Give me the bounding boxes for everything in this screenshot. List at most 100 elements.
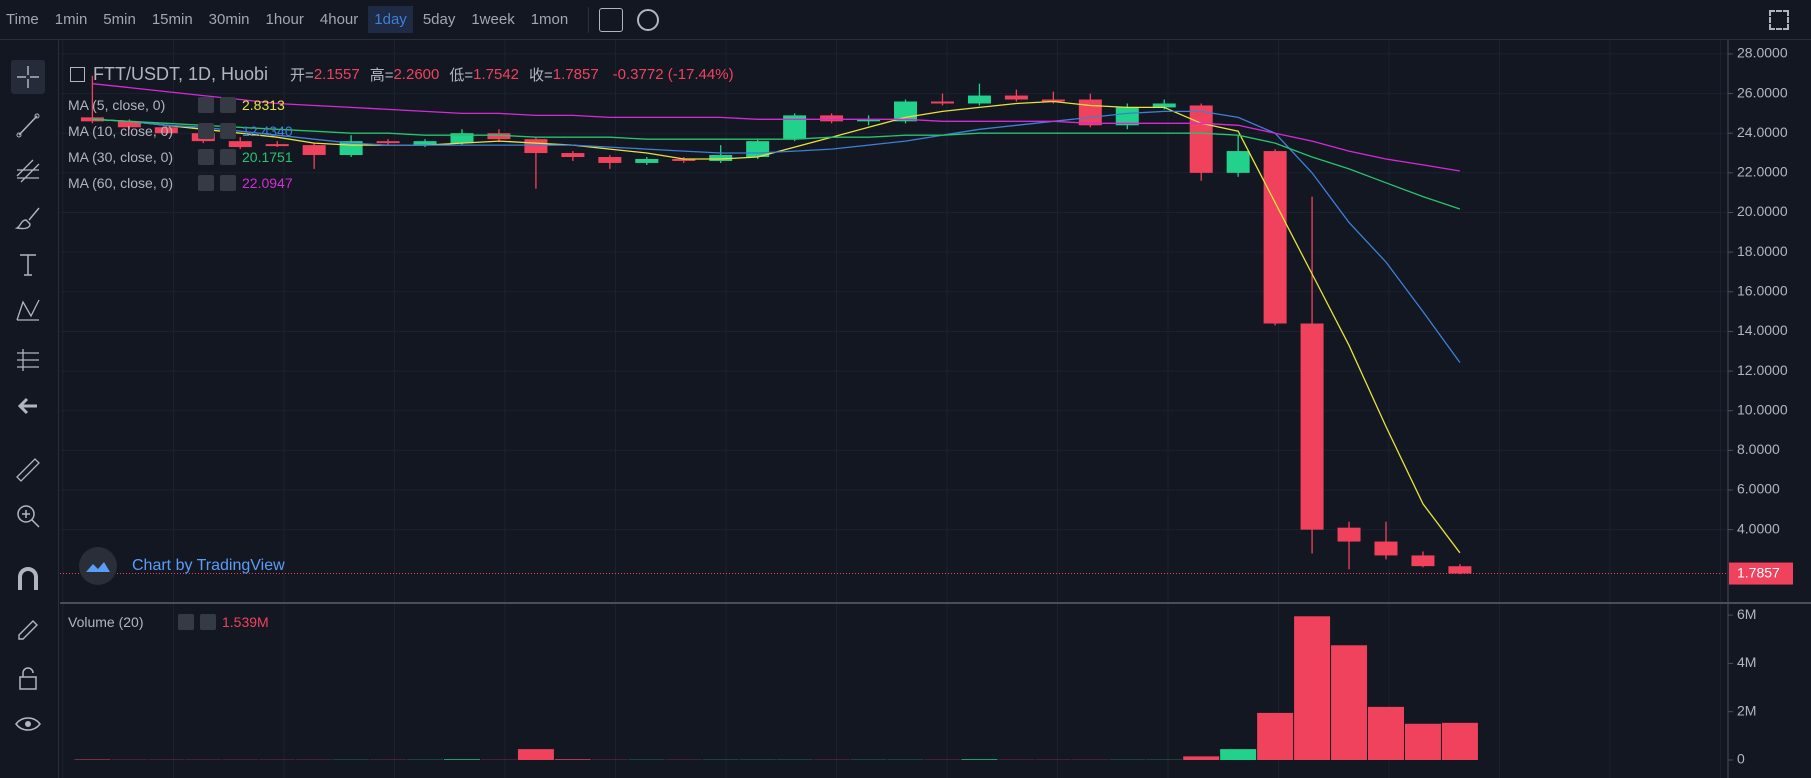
y-tick-label: 2M: [1737, 702, 1756, 718]
y-tick-label: 4.0000: [1737, 520, 1780, 536]
close-icon[interactable]: [220, 175, 236, 191]
watermark-logo: [79, 547, 117, 585]
candle-body: [450, 133, 474, 144]
ma-value: 20.1751: [242, 149, 293, 165]
volume-bar: [517, 749, 554, 760]
ohlc-value: 2.2600: [393, 66, 440, 83]
candle-body: [1004, 95, 1028, 100]
moving-average-line: [92, 100, 1461, 554]
lock-drawings[interactable]: [11, 609, 45, 643]
volume-bar: [1220, 749, 1257, 760]
interval-button[interactable]: Time: [6, 11, 39, 28]
zoom-tool[interactable]: [11, 499, 45, 533]
volume-bar: [1404, 723, 1441, 760]
interval-button[interactable]: 1hour: [265, 11, 304, 28]
candle-body: [1263, 151, 1287, 324]
y-tick-label: 6M: [1737, 606, 1756, 622]
close-icon[interactable]: [220, 149, 236, 165]
settings-icon[interactable]: [198, 149, 214, 165]
volume-bar: [1331, 645, 1368, 760]
close-icon[interactable]: [200, 614, 216, 630]
text-tool[interactable]: [11, 247, 45, 281]
back-arrow[interactable]: [11, 389, 45, 423]
volume-bar: [1441, 722, 1478, 760]
fib-tool[interactable]: [11, 154, 45, 188]
ohlc-value: 2.1557: [313, 66, 360, 83]
y-tick-label: 26.0000: [1737, 84, 1788, 100]
interval-button[interactable]: 15min: [151, 11, 193, 28]
close-icon[interactable]: [220, 97, 236, 113]
visibility-tool[interactable]: [11, 707, 45, 741]
settings-icon[interactable]: [198, 175, 214, 191]
interval-button[interactable]: 5min: [103, 11, 136, 28]
candle-body: [894, 101, 918, 122]
ma-legend-row: MA (5, close, 0) 2.8313: [68, 92, 293, 118]
close-icon[interactable]: [220, 123, 236, 139]
interval-button[interactable]: 30min: [208, 11, 250, 28]
volume-name: Volume (20): [68, 614, 144, 630]
candle-body: [930, 101, 954, 104]
candle-body: [524, 139, 548, 154]
volume-bar: [1183, 756, 1220, 760]
settings-icon[interactable]: [178, 614, 194, 630]
volume-bar: [444, 759, 480, 760]
prediction-tool[interactable]: [11, 343, 45, 377]
left-toolbar: [0, 40, 59, 778]
settings-button[interactable]: [637, 8, 660, 31]
settings-icon[interactable]: [198, 97, 214, 113]
y-tick-label: 12.0000: [1737, 362, 1788, 378]
moving-average-line: [92, 83, 1461, 172]
candle-body: [1189, 105, 1213, 173]
volume-legend-value: 1.539M: [222, 614, 269, 630]
last-price-label: 1.7857: [1737, 564, 1780, 580]
candle-body: [265, 144, 289, 147]
collapse-icon[interactable]: [70, 67, 85, 82]
chart-type-button[interactable]: [599, 7, 624, 32]
interval-button[interactable]: 1mon: [530, 11, 569, 28]
candle-body: [635, 158, 659, 163]
ma-legend: MA (5, close, 0) 2.8313 MA (10, close, 0) 1…: [68, 92, 293, 196]
y-tick-label: 22.0000: [1737, 164, 1788, 180]
candle-body: [783, 115, 807, 140]
lock-tool[interactable]: [11, 661, 45, 695]
candle-body: [302, 145, 326, 156]
ma-legend-row: MA (10, close, 0) 12.4340: [68, 118, 293, 144]
candle-body: [1448, 566, 1472, 574]
y-tick-label: 8.0000: [1737, 441, 1780, 457]
volume-bar: [554, 759, 591, 760]
ruler-tool[interactable]: [11, 453, 45, 487]
candle-body: [1411, 555, 1435, 567]
volume-bar: [1257, 712, 1294, 760]
settings-icon[interactable]: [198, 123, 214, 139]
candle-body: [672, 158, 696, 161]
magnet-tool[interactable]: [11, 563, 45, 597]
ma-value: 22.0947: [242, 175, 293, 191]
brush-tool[interactable]: [11, 200, 45, 234]
candle-body: [487, 133, 511, 140]
candle-body: [1374, 541, 1398, 556]
moving-average-line: [92, 118, 1461, 210]
interval-button[interactable]: 5day: [422, 11, 456, 28]
candle-body: [857, 119, 881, 122]
ma-name: MA (60, close, 0): [68, 175, 174, 191]
candle-body: [376, 141, 400, 144]
crosshair-tool[interactable]: [11, 60, 45, 94]
interval-button[interactable]: 1min: [54, 11, 88, 28]
pattern-tool[interactable]: [11, 294, 45, 328]
fullscreen-button[interactable]: [1769, 9, 1789, 30]
interval-button[interactable]: 1day: [368, 6, 413, 33]
interval-button[interactable]: 4hour: [319, 11, 359, 28]
candle-body: [598, 157, 622, 163]
y-tick-label: 16.0000: [1737, 282, 1788, 298]
trend-line-tool[interactable]: [11, 108, 45, 142]
ohlc-value: 1.7857: [552, 66, 599, 83]
ohlc-label: 收=: [529, 67, 553, 84]
y-tick-label: 10.0000: [1737, 401, 1788, 417]
candle-body: [820, 115, 844, 122]
candle-body: [1337, 527, 1361, 542]
ma-value: 2.8313: [242, 97, 285, 113]
interval-button[interactable]: 1week: [471, 11, 515, 28]
candle-body: [413, 141, 437, 146]
